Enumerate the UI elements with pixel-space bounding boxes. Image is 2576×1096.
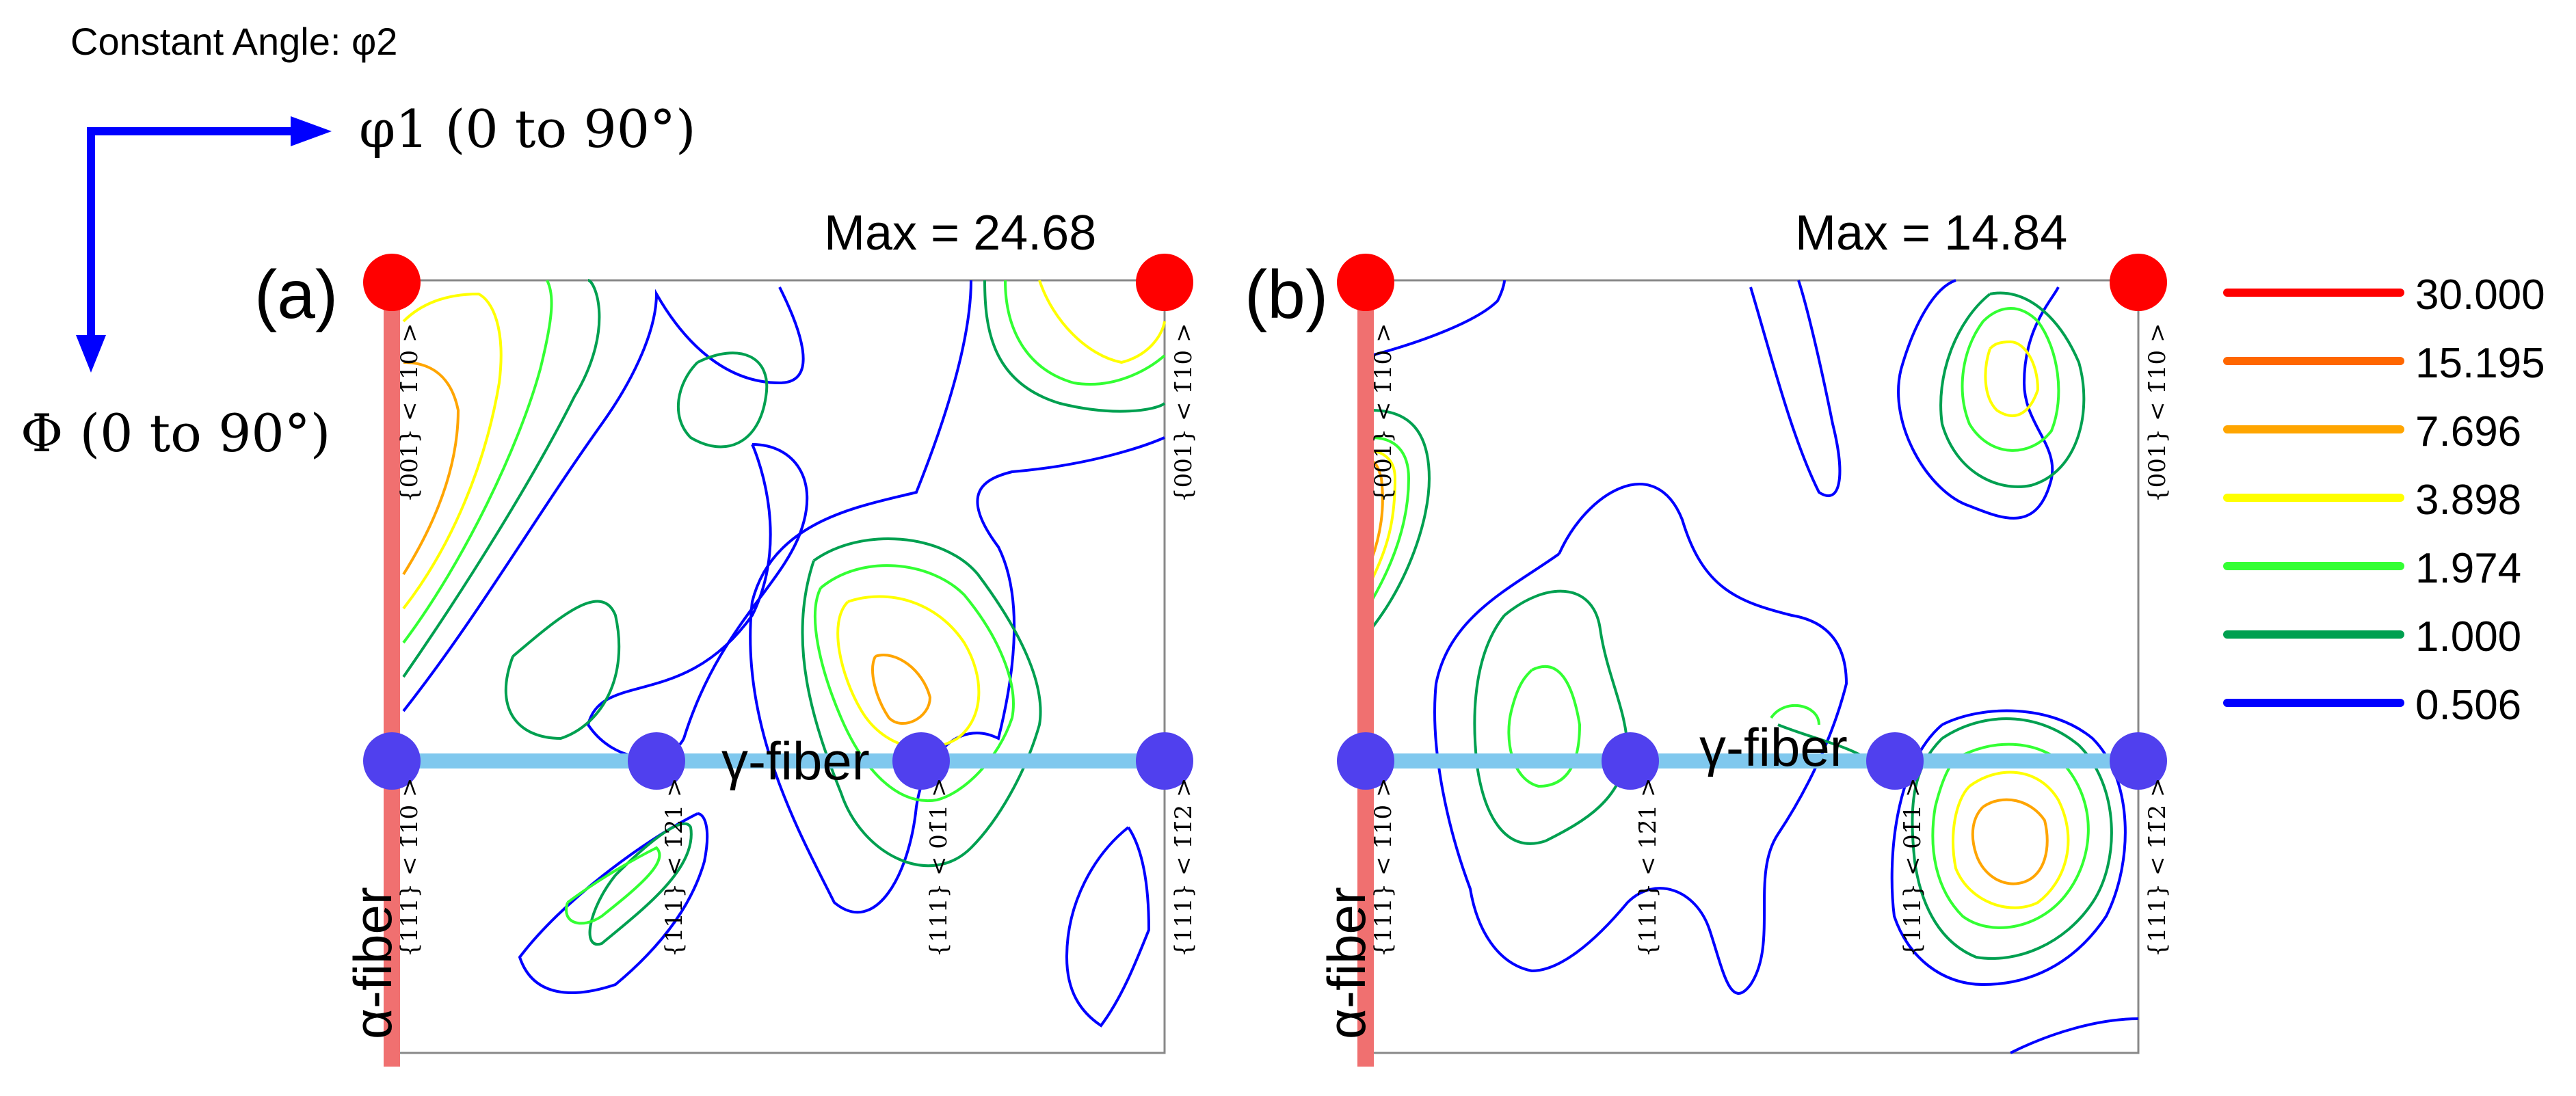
Phi-axis-label: Φ (0 to 90°): [21, 403, 330, 464]
panel-b-contours: [1370, 279, 2139, 1054]
panel-a-ori-b3: {111} < 01̄1 >: [925, 778, 953, 957]
panel-b-ori-b3: {111} < 01̄1 >: [1899, 778, 1926, 957]
panel-b-marker-b1: [1337, 732, 1394, 790]
panel-b-ori-top-left: {001} < 1̄10 >: [1370, 323, 1397, 503]
arrow-down-icon: [76, 335, 106, 373]
panel-a-contours: [402, 279, 1166, 1028]
panel-b-ori-top-right: {001} < 1̄10 >: [2144, 323, 2171, 503]
panel-b-marker-b2: [1602, 732, 1659, 790]
legend-label: 3.898: [2415, 477, 2521, 524]
legend-label: 7.696: [2415, 408, 2521, 455]
panel-b-ori-b1: {111} < 1̄10 >: [1370, 778, 1397, 957]
legend-label: 1.974: [2415, 545, 2521, 592]
axis-arrow-lines: [87, 127, 294, 342]
panel-a-ori-top-left: {001} < 1̄10 >: [396, 323, 423, 503]
legend-label: 1.000: [2415, 613, 2521, 660]
panel-a-ori-b2: {111} < 1̄21 >: [661, 778, 688, 957]
panel-b-alpha-label: α-fiber: [1316, 887, 1377, 1039]
legend-label: 0.506: [2415, 682, 2521, 729]
panel-b-ori-b4: {111} < 1̄1̄2 >: [2144, 778, 2171, 957]
legend-item: 30.000: [2223, 271, 2545, 319]
legend-label: 30.000: [2415, 271, 2545, 319]
legend: 30.000 15.195 7.696 3.898 1.974 1.000 0.…: [2223, 271, 2545, 729]
panel-b-ori-b2: {111} < 12̄1 >: [1634, 778, 1662, 957]
panel-b-tag: (b): [1245, 256, 1328, 333]
panel-b-max: Max = 14.84: [1795, 206, 2067, 260]
panel-a-frame: [390, 279, 1166, 1054]
panel-b-marker-b3: [1866, 732, 1924, 790]
panel-a-marker-top-right: [1136, 254, 1193, 311]
legend-item: 3.898: [2223, 477, 2521, 524]
panel-a-ori-b4: {111} < 1̄1̄2 >: [1170, 778, 1197, 957]
panel-a-gamma-label: γ-fiber: [721, 731, 870, 791]
phi1-axis-label: φ1 (0 to 90°): [359, 98, 696, 159]
arrow-right-icon: [291, 116, 332, 146]
panel-a-ori-b1: {111} < 1̄10 >: [396, 778, 423, 957]
legend-item: 1.000: [2223, 613, 2521, 660]
panel-a-marker-top-left: [363, 254, 421, 311]
panel-a-marker-b1: [363, 732, 421, 790]
panel-b-marker-top-left: [1337, 254, 1394, 311]
panel-a-marker-b3: [892, 732, 950, 790]
panel-a-ori-top-right: {001} < 1̄10 >: [1170, 323, 1197, 503]
constant-angle-label: Constant Angle: φ2: [70, 20, 397, 63]
legend-item: 0.506: [2223, 682, 2521, 729]
panel-a-tag: (a): [254, 256, 338, 333]
legend-label: 15.195: [2415, 340, 2545, 387]
axis-arrows: [76, 116, 332, 373]
panel-b-gamma-label: γ-fiber: [1699, 717, 1848, 777]
legend-item: 1.974: [2223, 545, 2521, 592]
panel-a-max: Max = 24.68: [824, 206, 1096, 260]
panel-b-marker-top-right: [2110, 254, 2167, 311]
legend-item: 7.696: [2223, 408, 2521, 455]
panel-a-marker-b4: [1136, 732, 1193, 790]
panel-a-alpha-label: α-fiber: [343, 887, 403, 1039]
panel-b: (b) Max = 14.84 γ-fiber α-fiber {001} <: [1245, 206, 2171, 1067]
panel-a-marker-b2: [628, 732, 685, 790]
panel-b-marker-b4: [2110, 732, 2167, 790]
panel-a: (a) Max = 24.68 γ-fiber α-fiber {001} <: [254, 206, 1197, 1067]
legend-item: 15.195: [2223, 340, 2545, 387]
